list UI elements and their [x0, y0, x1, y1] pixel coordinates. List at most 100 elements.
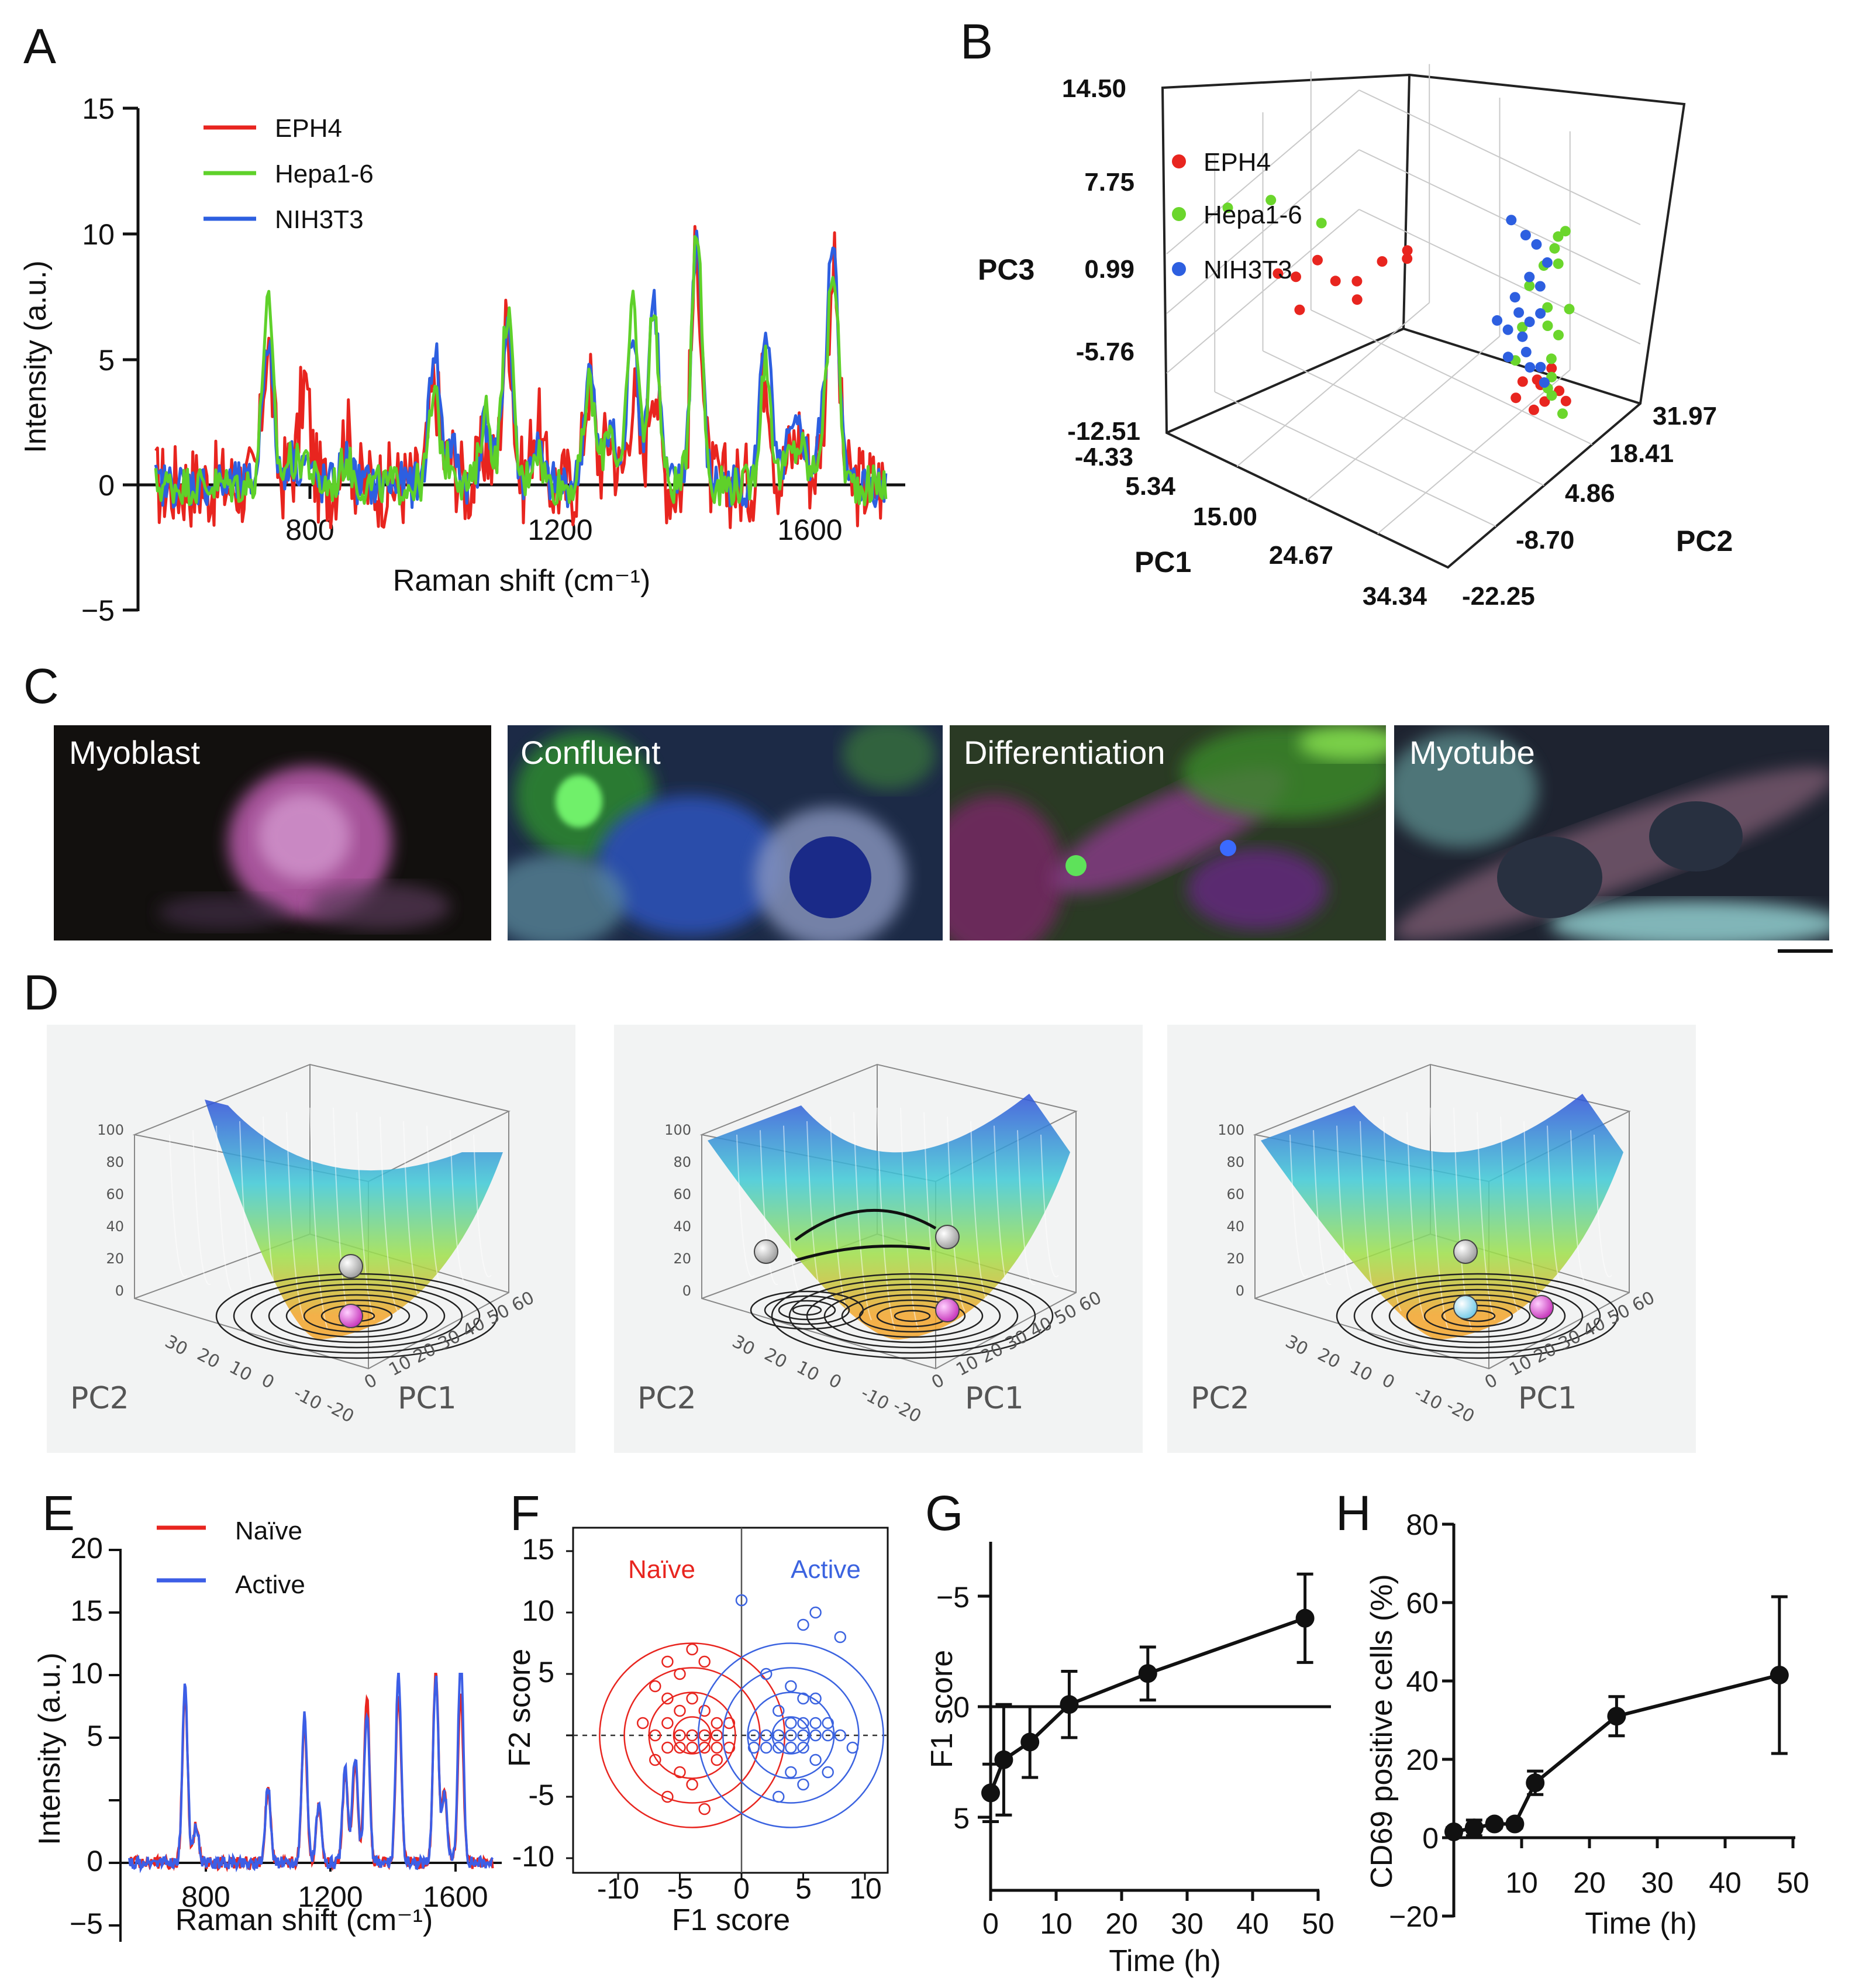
f-point-naive [698, 1729, 711, 1742]
h-xtick-20: 20 [1573, 1866, 1606, 1899]
g-xtick-10: 10 [1040, 1907, 1073, 1940]
d-axis-pc2: PC2 [1191, 1381, 1250, 1416]
f-point-active [797, 1717, 809, 1730]
d-transition-arrow [794, 1208, 937, 1242]
a-ytick-0: 0 [98, 469, 115, 502]
b-wall-gridline [1358, 149, 1641, 285]
b-point-nih3t3 [1506, 215, 1517, 226]
a-xtick-1200: 1200 [527, 514, 592, 546]
b-ytick-3: 4.86 [1565, 479, 1615, 508]
b-point-hepa1-6 [1553, 231, 1564, 242]
h-ytick-20: 20 [1406, 1744, 1439, 1776]
e-ytick-20: 20 [70, 1532, 103, 1565]
f-point-active [773, 1729, 785, 1742]
b-point-nih3t3 [1502, 352, 1513, 363]
b-point-hepa1-6 [1517, 322, 1528, 333]
d-ztick: 80 [1226, 1154, 1244, 1170]
b-legend-hepa: Hepa1-6 [1203, 201, 1302, 229]
d-ball-marker [1453, 1239, 1478, 1264]
b-point-hepa1-6 [1560, 226, 1571, 237]
panel-b: B 14.50 7.75 0.99 -5.76 -12.51 PC3 -4.33… [960, 14, 1733, 611]
d-mesh-line [1017, 1130, 1036, 1286]
d-mesh-line [309, 1107, 328, 1329]
g-ytick-0: 0 [953, 1691, 970, 1724]
b-point-hepa1-6 [1222, 202, 1233, 213]
d-mesh-line [1570, 1130, 1589, 1286]
f-point-naive [649, 1729, 661, 1742]
h-xtick-50: 50 [1777, 1866, 1809, 1899]
g-point [981, 1783, 1000, 1803]
d-contour [778, 1300, 836, 1321]
b-axis-pc2: PC2 [1676, 525, 1733, 557]
d-ball-marker [339, 1304, 363, 1328]
d-mesh-line [947, 1117, 965, 1312]
b-point-nih3t3 [1531, 239, 1542, 250]
b-floor-gridline [1236, 302, 1430, 467]
f-point-naive [686, 1729, 698, 1742]
d-contour [1388, 1288, 1566, 1343]
a-series-hepa1-6 [154, 235, 888, 507]
b-point-hepa1-6 [1524, 280, 1535, 291]
panel-label-c: C [23, 659, 59, 714]
d-ztick: 60 [1226, 1186, 1244, 1203]
d-contour [303, 1299, 411, 1333]
d-ztick: 20 [673, 1250, 691, 1267]
g-point [1060, 1695, 1079, 1714]
d-contour [771, 1273, 1054, 1359]
f-point-active [760, 1668, 773, 1680]
f-point-active [822, 1717, 834, 1730]
f-confidence-ring-naive [673, 1716, 712, 1755]
b-point-eph4 [1312, 254, 1323, 266]
panel-label-h: H [1336, 1486, 1371, 1541]
b-point-eph4 [1528, 404, 1539, 415]
panel-a: A 15 10 5 0 −5 800 1200 1600 Raman shift… [19, 19, 905, 627]
d-mesh-line [877, 1107, 895, 1329]
h-xtick-10: 10 [1505, 1866, 1538, 1899]
panel-label-b: B [960, 14, 993, 69]
b-ytick-4: 18.41 [1609, 439, 1674, 468]
b-point-nih3t3 [1535, 308, 1546, 319]
f-confidence-ring-naive [623, 1667, 761, 1804]
f-yaxis-label: F2 score [503, 1649, 537, 1767]
b-point-nih3t3 [1524, 316, 1535, 328]
g-point [994, 1750, 1013, 1769]
d-mesh-line [783, 1125, 802, 1294]
c-image-myoblast: Myoblast [54, 725, 491, 940]
panel-label-g: G [925, 1486, 963, 1541]
f-confidence-ring-active [722, 1667, 860, 1804]
d-axis-pc1: PC1 [965, 1381, 1024, 1416]
f-point-naive [649, 1753, 661, 1766]
d-ztick: 0 [1236, 1283, 1244, 1299]
e-legend-naive: Naïve [235, 1517, 302, 1545]
f-point-active [809, 1753, 822, 1766]
b-point-eph4 [1517, 376, 1528, 387]
f-ytick-neg10: -10 [512, 1840, 554, 1873]
f-point-naive [711, 1753, 723, 1766]
h-point [1770, 1665, 1789, 1684]
d-contour [1423, 1299, 1531, 1333]
d-ztick: 100 [97, 1122, 124, 1138]
d-mesh-line [994, 1125, 1012, 1294]
f-point-active [822, 1729, 834, 1742]
d-ztick: 40 [106, 1218, 124, 1235]
h-ytick-60: 60 [1406, 1587, 1439, 1620]
a-legend-hepa: Hepa1-6 [275, 160, 374, 188]
b-point-eph4 [1402, 253, 1413, 264]
e-series-active [128, 1673, 494, 1873]
b-axis-pc3: PC3 [978, 253, 1034, 286]
f-point-active [735, 1594, 748, 1607]
d-transition-arrow [795, 1245, 930, 1262]
f-xtick-neg10: -10 [597, 1872, 639, 1905]
d-contour [268, 1288, 446, 1343]
d-ztick: 80 [673, 1154, 691, 1170]
g-yaxis-label: F1 score [925, 1650, 959, 1768]
f-point-active [809, 1692, 822, 1705]
b-ztick-1: 14.50 [1062, 74, 1126, 103]
b-legend-dot-hepa [1172, 207, 1186, 221]
e-series-group [128, 1673, 494, 1873]
f-confidence-ring-active [747, 1691, 835, 1779]
b-point-eph4 [1330, 275, 1341, 287]
b-floor-gridline [1263, 350, 1544, 486]
